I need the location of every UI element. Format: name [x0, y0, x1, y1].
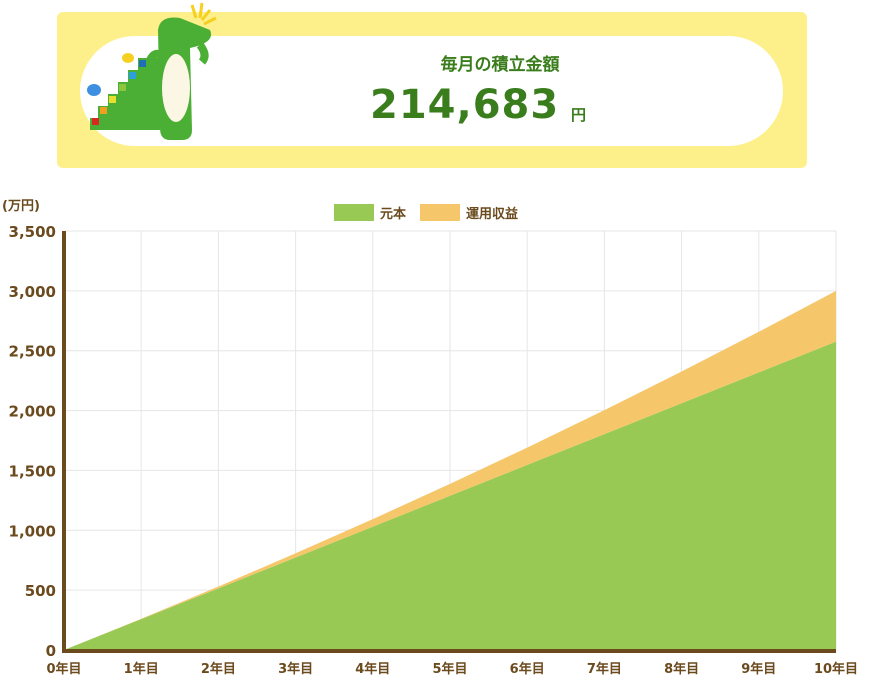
y-tick-label: 0	[46, 642, 56, 660]
y-tick-label: 2,500	[9, 343, 56, 361]
x-tick-label: 5年目	[432, 661, 467, 677]
x-tick-label: 3年目	[278, 661, 313, 677]
x-tick-label: 4年目	[355, 661, 390, 677]
x-tick-label: 6年目	[510, 661, 545, 677]
legend-swatch	[334, 204, 374, 221]
legend-swatch	[420, 204, 460, 221]
y-tick-label: 1,500	[9, 462, 56, 480]
y-tick-label: 3,000	[9, 283, 56, 301]
y-tick-label: 1,000	[9, 522, 56, 540]
x-tick-label: 9年目	[741, 661, 776, 677]
y-tick-label: 500	[25, 582, 56, 600]
y-axis-unit-label: (万円)	[2, 199, 40, 214]
legend-label: 元本	[380, 206, 406, 222]
y-tick-label: 2,000	[9, 403, 56, 421]
amount-card	[80, 36, 783, 146]
x-tick-label: 7年目	[587, 661, 622, 677]
monthly-amount-label: 毎月の積立金額	[440, 55, 560, 75]
x-tick-label: 1年目	[124, 661, 159, 677]
monthly-amount-value: 214,683	[370, 82, 560, 128]
legend-label: 運用収益	[466, 206, 518, 222]
x-tick-label: 10年目	[814, 661, 858, 677]
y-tick-label: 3,500	[9, 223, 56, 241]
currency-unit: 円	[571, 106, 587, 124]
x-tick-label: 0年目	[46, 661, 81, 677]
crocodile-mascot-illustration	[87, 2, 217, 140]
x-tick-label: 2年目	[201, 661, 236, 677]
x-tick-label: 8年目	[664, 661, 699, 677]
accumulation-area-chart: 0 500 1,000 1,500 2,000 2,500 3,000 3,500 0年目 1年目…	[2, 199, 858, 677]
